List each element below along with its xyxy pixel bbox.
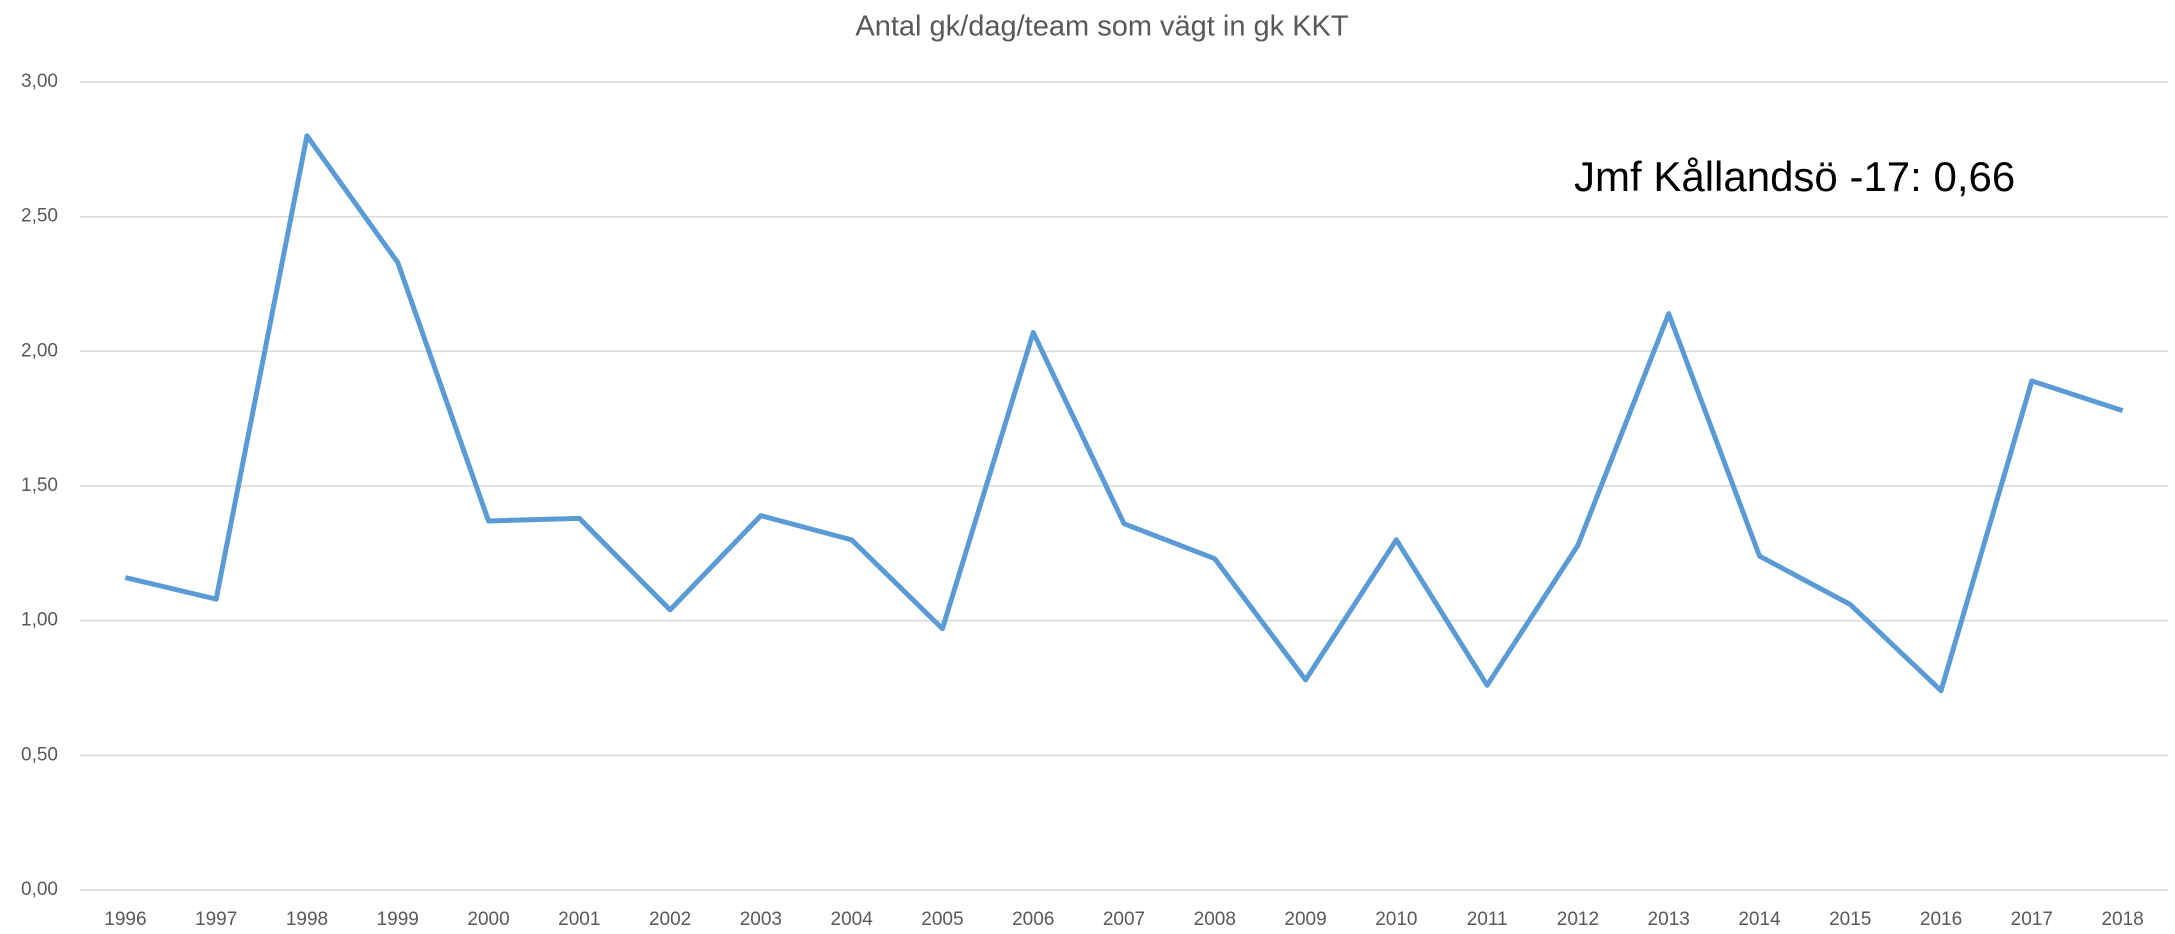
x-tick-label: 2014 xyxy=(1738,909,1781,930)
x-tick-label: 1998 xyxy=(286,909,328,930)
x-tick-label: 2009 xyxy=(1284,909,1326,930)
y-tick-label: 3,00 xyxy=(21,71,58,92)
x-tick-label: 2013 xyxy=(1648,909,1690,930)
y-tick-label: 2,50 xyxy=(21,206,58,227)
x-tick-label: 2003 xyxy=(740,909,782,930)
x-tick-label: 1997 xyxy=(195,909,237,930)
y-tick-label: 2,00 xyxy=(21,340,58,361)
x-tick-label: 1999 xyxy=(377,909,419,930)
x-tick-label: 2008 xyxy=(1194,909,1236,930)
y-tick-label: 0,50 xyxy=(21,744,58,765)
y-tick-label: 0,00 xyxy=(21,879,58,900)
x-tick-label: 2012 xyxy=(1557,909,1599,930)
x-tick-label: 2000 xyxy=(467,909,509,930)
x-tick-label: 2017 xyxy=(2011,909,2053,930)
x-tick-label: 2015 xyxy=(1829,909,1871,930)
x-tick-label: 2018 xyxy=(2101,909,2143,930)
x-tick-label: 2004 xyxy=(831,909,874,930)
chart-title: Antal gk/dag/team som vägt in gk KKT xyxy=(855,11,1349,43)
x-tick-label: 2005 xyxy=(921,909,963,930)
x-tick-label: 2006 xyxy=(1012,909,1054,930)
line-series xyxy=(124,133,2124,694)
y-tick-label: 1,00 xyxy=(21,610,58,631)
x-tick-label: 2002 xyxy=(649,909,691,930)
x-tick-label: 2001 xyxy=(558,909,600,930)
x-tick-label: 2016 xyxy=(1920,909,1962,930)
x-tick-label: 2010 xyxy=(1375,909,1417,930)
x-tick-label: 2011 xyxy=(1467,909,1508,930)
y-tick-label: 1,50 xyxy=(21,475,58,496)
x-tick-label: 2007 xyxy=(1103,909,1145,930)
x-tick-label: 1996 xyxy=(104,909,146,930)
annotation: Jmf Kållandsö -17: 0,66 xyxy=(1574,153,2015,200)
